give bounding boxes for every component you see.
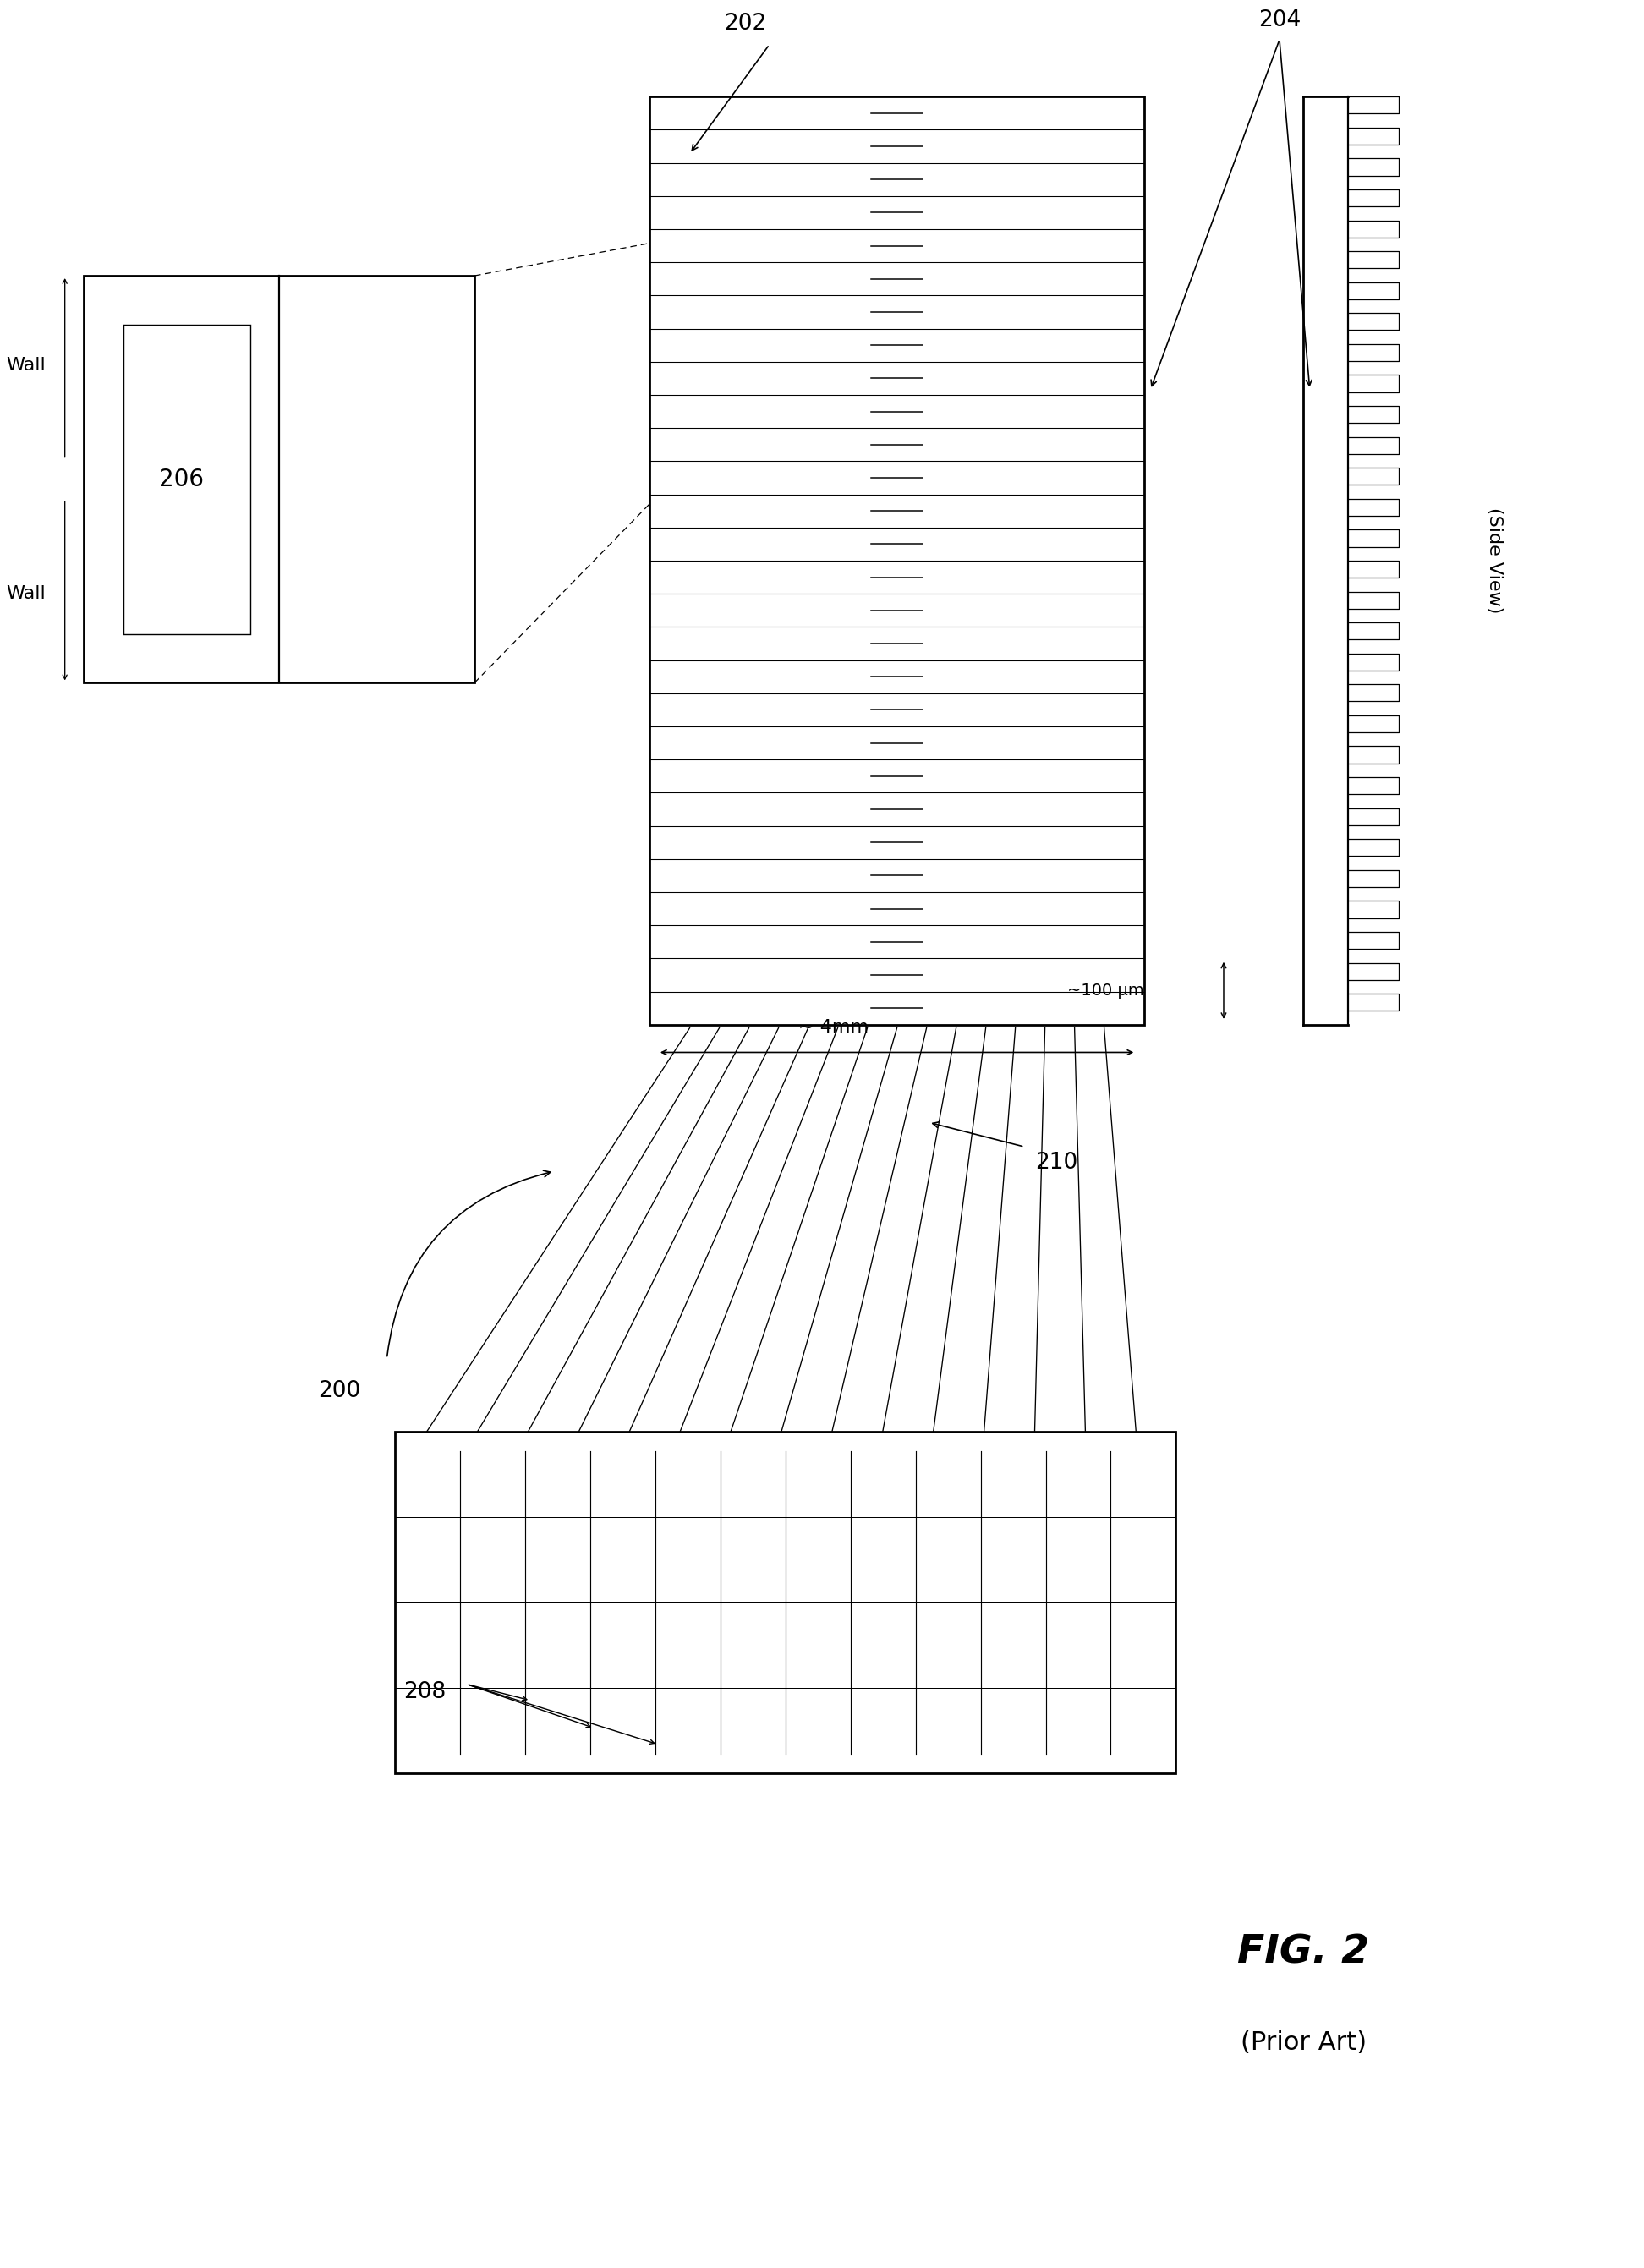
Text: 206: 206 — [159, 467, 204, 492]
Text: 204: 204 — [1258, 9, 1300, 32]
Text: Wall: Wall — [7, 585, 46, 601]
Text: FIG. 2: FIG. 2 — [1238, 1935, 1369, 1971]
Text: (Prior Art): (Prior Art) — [1240, 2030, 1366, 2055]
Text: (Side View): (Side View) — [1486, 508, 1503, 615]
Text: 202: 202 — [725, 14, 766, 34]
Text: 210: 210 — [1036, 1152, 1078, 1173]
Text: 200: 200 — [317, 1379, 360, 1402]
Text: 208: 208 — [403, 1681, 446, 1703]
Text: ~100 μm: ~100 μm — [1067, 982, 1144, 998]
Text: ~ 4mm: ~ 4mm — [797, 1018, 868, 1036]
Text: Wall: Wall — [7, 356, 46, 374]
